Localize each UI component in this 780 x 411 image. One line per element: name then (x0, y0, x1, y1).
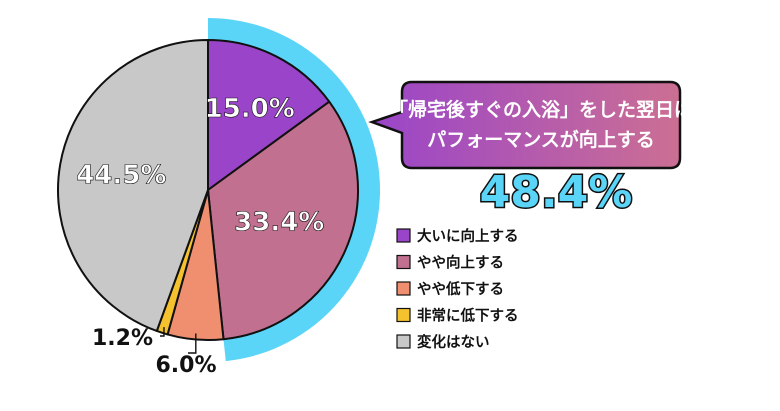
legend-swatch (396, 307, 411, 323)
leader-line (160, 327, 165, 337)
legend-label: やや低下する (417, 280, 504, 298)
slice-value-label: 33.4% (234, 208, 324, 238)
pie-slice (207, 100, 359, 341)
legend-label: 大いに向上する (417, 227, 519, 245)
slice-value-label: 1.2% (92, 326, 153, 351)
legend-label: 変化はない (417, 333, 490, 351)
legend-label: 非常に低下する (417, 307, 519, 325)
pie-slice (57, 39, 209, 332)
leader-line (188, 333, 197, 354)
callout-line-2: パフォーマンスが向上する (427, 128, 655, 151)
headline-value: 48.4% (480, 167, 633, 218)
callout-bubble (368, 80, 682, 170)
legend-swatch (396, 281, 411, 296)
legend-swatch (396, 254, 411, 270)
callout: 「帰宅後すぐの入浴」をした翌日は パフォーマンスが向上する (368, 80, 693, 170)
callout-line-1: 「帰宅後すぐの入浴」をした翌日は (389, 98, 693, 121)
slice-value-label: 44.5% (76, 161, 166, 191)
legend-swatch (396, 334, 411, 349)
slice-value-label: 6.0% (155, 353, 216, 378)
legend-label: やや向上する (417, 254, 504, 272)
slice-value-label: 15.0% (205, 94, 295, 124)
pie-slice (207, 39, 331, 191)
legend-swatch (396, 228, 411, 243)
